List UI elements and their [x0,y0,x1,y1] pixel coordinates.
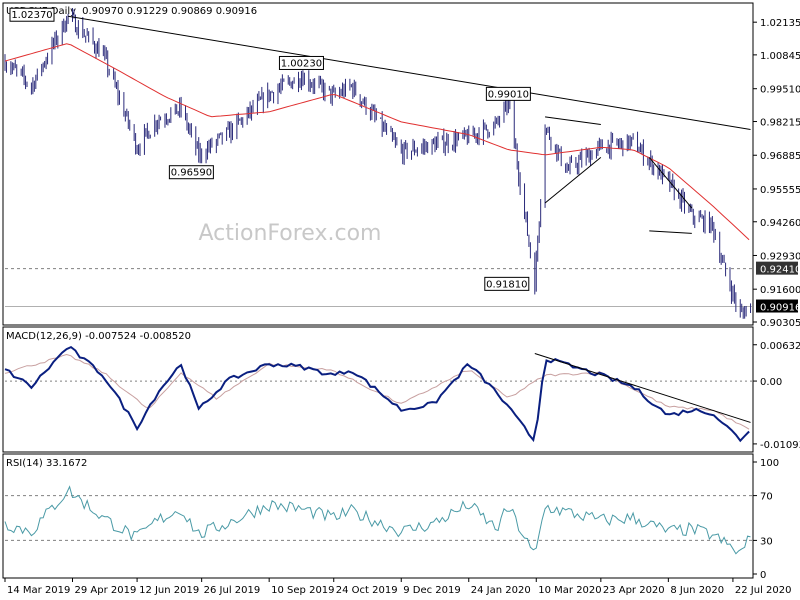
x-tick-label: 14 Mar 2019 [7,585,70,596]
y-tick-label: 0.006321 [760,341,800,352]
y-tick-label: 0.98215 [760,118,800,129]
x-tick-label: 23 Apr 2020 [603,585,665,596]
trendline [649,230,692,234]
price-annotation: 1.02370 [9,7,55,22]
annotation-label: 1.00230 [281,58,322,69]
price-tag-box [756,299,798,313]
y-tick-label: 70 [760,492,773,503]
y-tick-label: 0.00 [760,377,782,388]
x-tick-label: 24 Jan 2020 [471,585,531,596]
price-tag-box [756,261,798,275]
y-tick-label: 0 [760,570,766,581]
macd-plot [4,345,752,443]
x-tick-label: 24 Oct 2019 [336,585,398,596]
price-annotation: 0.96590 [168,165,214,180]
x-tick-label: 10 Mar 2020 [538,585,601,596]
y-tick-label: 30 [760,536,773,547]
y-tick-label: 100 [760,458,779,469]
price-panel [2,2,754,326]
moving-average-line [4,43,750,241]
annotation-box [278,55,324,70]
axes: 1.02135 1.00845 0.99510 0.98215 0.96885 0.955… [4,18,800,596]
macd-title: MACD(12,26,9) -0.007524 -0.008520 [6,331,191,342]
y-tick-label: 0.96885 [760,151,800,162]
rsi-plot [4,485,752,555]
x-tick-label: 8 Jun 2020 [670,585,724,596]
watermark: ActionForex.com [199,221,382,246]
price-annotation: 0.99010 [485,86,531,101]
rsi-title: RSI(14) 33.1672 [6,458,87,469]
y-tick-label: 0.95555 [760,185,800,196]
trendline [68,15,751,131]
y-tick-label: 0.94260 [760,218,800,229]
y-tick-label: -0.010939 [760,440,800,451]
x-tick-label: 9 Dec 2019 [403,585,461,596]
trendline [545,116,601,125]
price-annotation: 1.00230 [278,55,324,70]
x-tick-label: 22 Jul 2020 [735,585,792,596]
y-tick-label: 1.02135 [760,18,800,29]
x-tick-label: 26 Jul 2019 [204,585,261,596]
annotation-label: 0.96590 [171,168,212,179]
macd-trendline [534,353,751,423]
price-plot: 1.02370 1.00230 0.96590 0.99010 0.91810 [4,7,752,319]
macd-line [4,345,750,443]
rsi-line [4,485,751,555]
annotation-box [484,276,530,291]
trendline [648,157,693,209]
y-tick-label: 1.00845 [760,51,800,62]
annotation-label: 0.99010 [488,89,529,100]
y-tick-label: 0.91600 [760,285,800,296]
y-tick-label: 0.90305 [760,318,800,329]
price-tag-label: 0.90916 [760,303,800,314]
rsi-panel [2,453,754,579]
y-tick-label: 0.99510 [760,85,800,96]
annotation-box [9,7,55,22]
trendline [544,157,602,204]
x-tick-label: 29 Apr 2019 [75,585,137,596]
annotation-label: 0.91810 [486,279,527,290]
macd-panel [2,326,754,453]
x-tick-label: 12 Jun 2019 [139,585,199,596]
annotation-box [485,86,531,101]
price-annotation: 0.91810 [484,276,530,291]
x-tick-label: 10 Sep 2019 [271,585,334,596]
annotation-box [168,165,214,180]
annotation-label: 1.02370 [11,10,52,21]
price-tag-label: 0.92410 [760,265,800,276]
y-tick-label: 0.92930 [760,251,800,262]
